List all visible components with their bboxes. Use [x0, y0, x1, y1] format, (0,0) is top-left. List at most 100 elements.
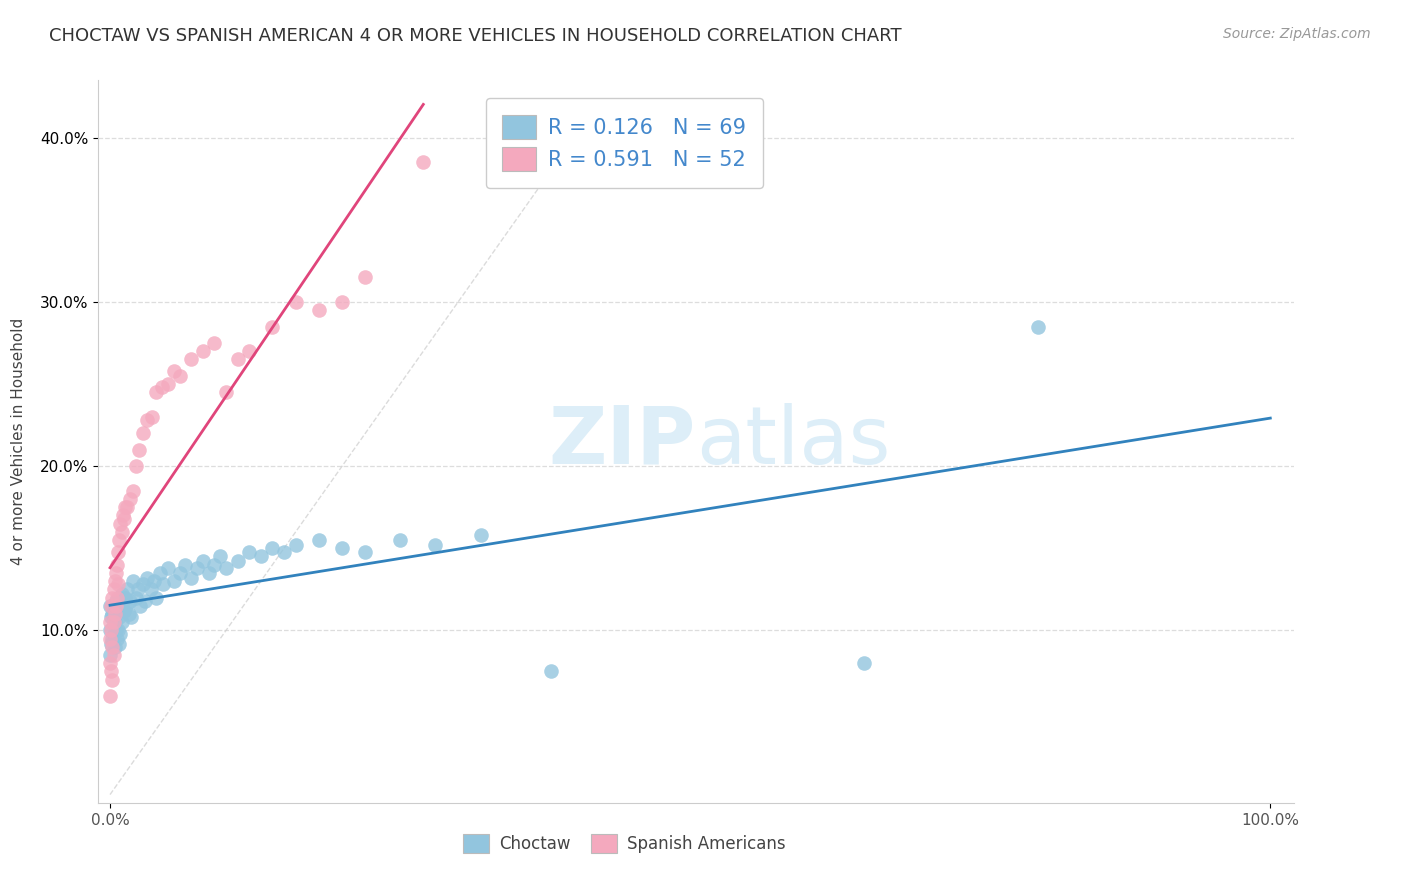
Point [226, 554, 249, 568]
Point [136, 571, 159, 585]
Point [100, 665, 122, 679]
Point [169, 368, 191, 383]
Point [118, 594, 141, 608]
Point [191, 554, 214, 568]
Point [105, 599, 128, 613]
Point [114, 591, 136, 605]
Point [111, 594, 134, 608]
Point [108, 533, 131, 547]
Point [107, 544, 129, 558]
Point [104, 599, 127, 613]
Point [103, 615, 125, 630]
Point [204, 336, 226, 351]
Point [129, 599, 152, 613]
Point [145, 385, 167, 400]
Point [110, 516, 132, 531]
Point [105, 591, 128, 605]
Point [354, 544, 377, 558]
Point [540, 665, 562, 679]
Point [98, 615, 121, 630]
Point [101, 607, 124, 621]
Point [470, 528, 492, 542]
Point [111, 587, 134, 601]
Point [98, 689, 121, 703]
Text: CHOCTAW VS SPANISH AMERICAN 4 OR MORE VEHICLES IN HOUSEHOLD CORRELATION CHART: CHOCTAW VS SPANISH AMERICAN 4 OR MORE VE… [49, 27, 901, 45]
Point [105, 632, 128, 646]
Point [111, 615, 134, 630]
Point [104, 566, 127, 580]
Point [149, 566, 172, 580]
Point [124, 459, 146, 474]
Point [131, 426, 153, 441]
Point [238, 544, 260, 558]
Point [107, 591, 129, 605]
Point [152, 577, 174, 591]
Point [104, 615, 127, 630]
Point [108, 636, 131, 650]
Point [423, 538, 446, 552]
Point [209, 549, 232, 564]
Point [250, 549, 273, 564]
Point [174, 558, 197, 572]
Point [141, 409, 163, 424]
Point [389, 533, 412, 547]
Point [101, 640, 124, 654]
Point [120, 610, 142, 624]
Point [100, 610, 122, 624]
Point [101, 632, 124, 646]
Point [1026, 319, 1049, 334]
Point [98, 599, 121, 613]
Point [122, 574, 145, 588]
Point [103, 648, 125, 662]
Point [115, 599, 138, 613]
Point [134, 594, 156, 608]
Point [117, 607, 139, 621]
Point [157, 561, 180, 575]
Point [143, 574, 166, 588]
Point [215, 385, 238, 400]
Point [110, 599, 132, 613]
Point [136, 413, 159, 427]
Point [127, 582, 149, 597]
Point [100, 624, 122, 638]
Point [118, 491, 141, 506]
Point [128, 442, 150, 457]
Point [284, 295, 307, 310]
Point [110, 626, 132, 640]
Point [107, 577, 129, 591]
Point [114, 500, 136, 515]
Point [197, 566, 219, 580]
Legend: Choctaw, Spanish Americans: Choctaw, Spanish Americans [456, 827, 793, 860]
Point [98, 624, 121, 638]
Point [124, 591, 146, 605]
Text: Source: ZipAtlas.com: Source: ZipAtlas.com [1223, 27, 1371, 41]
Point [117, 500, 139, 515]
Point [853, 657, 876, 671]
Point [191, 344, 214, 359]
Point [112, 512, 135, 526]
Point [105, 558, 128, 572]
Point [163, 364, 186, 378]
Point [180, 352, 202, 367]
Point [139, 582, 162, 597]
Point [112, 604, 135, 618]
Point [117, 582, 139, 597]
Point [98, 648, 121, 662]
Point [131, 577, 153, 591]
Point [122, 483, 145, 498]
Point [308, 303, 330, 318]
Point [103, 582, 125, 597]
Point [308, 533, 330, 547]
Point [103, 626, 125, 640]
Point [101, 591, 124, 605]
Point [104, 594, 127, 608]
Point [107, 624, 129, 638]
Point [330, 295, 353, 310]
Point [186, 561, 208, 575]
Point [284, 538, 307, 552]
Point [262, 541, 284, 556]
Point [111, 508, 134, 523]
Point [169, 566, 191, 580]
Point [145, 591, 167, 605]
Y-axis label: 4 or more Vehicles in Household: 4 or more Vehicles in Household [11, 318, 27, 566]
